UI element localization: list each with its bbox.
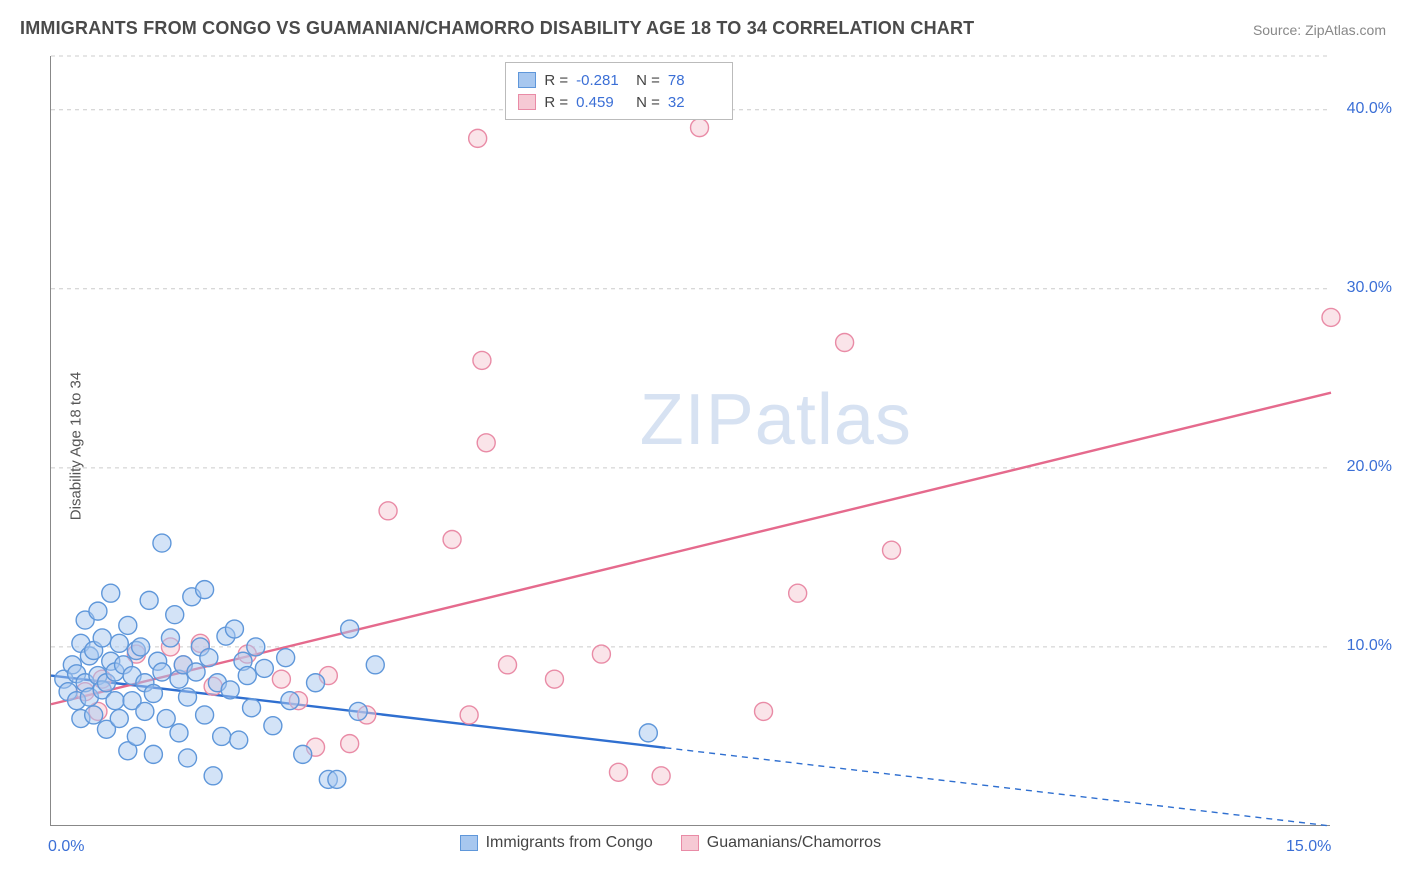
y-tick-label: 20.0% bbox=[1336, 458, 1392, 476]
legend-label: Immigrants from Congo bbox=[486, 834, 653, 852]
legend-text: R = bbox=[544, 94, 568, 111]
chart-svg bbox=[51, 56, 1331, 826]
y-tick-label: 30.0% bbox=[1336, 279, 1392, 297]
x-axis-max-label: 15.0% bbox=[1286, 838, 1331, 856]
legend-item: Guamanians/Chamorros bbox=[681, 834, 881, 852]
legend-text: -0.281 bbox=[576, 72, 628, 89]
legend-text: 78 bbox=[668, 72, 720, 89]
legend-text: N = bbox=[636, 94, 660, 111]
legend-swatch bbox=[681, 835, 699, 851]
legend-swatch bbox=[460, 835, 478, 851]
legend-text: R = bbox=[544, 72, 568, 89]
y-tick-label: 40.0% bbox=[1336, 100, 1392, 118]
legend-text: 0.459 bbox=[576, 94, 628, 111]
chart-title: IMMIGRANTS FROM CONGO VS GUAMANIAN/CHAMO… bbox=[20, 18, 974, 39]
x-axis-min-label: 0.0% bbox=[48, 838, 84, 856]
legend-item: Immigrants from Congo bbox=[460, 834, 653, 852]
correlation-legend: R = -0.281 N = 78 R = 0.459 N = 32 bbox=[505, 62, 733, 120]
chart-container: IMMIGRANTS FROM CONGO VS GUAMANIAN/CHAMO… bbox=[0, 0, 1406, 892]
legend-text: 32 bbox=[668, 94, 720, 111]
series-legend: Immigrants from Congo Guamanians/Chamorro… bbox=[460, 834, 881, 852]
legend-label: Guamanians/Chamorros bbox=[707, 834, 881, 852]
source-label: Source: ZipAtlas.com bbox=[1253, 22, 1386, 38]
legend-swatch bbox=[518, 94, 536, 110]
y-tick-label: 10.0% bbox=[1336, 637, 1392, 655]
legend-text: N = bbox=[636, 72, 660, 89]
plot-area: ZIPatlas R =-0.281N =78R =0.459N =32 10.… bbox=[50, 56, 1330, 826]
legend-swatch bbox=[518, 72, 536, 88]
